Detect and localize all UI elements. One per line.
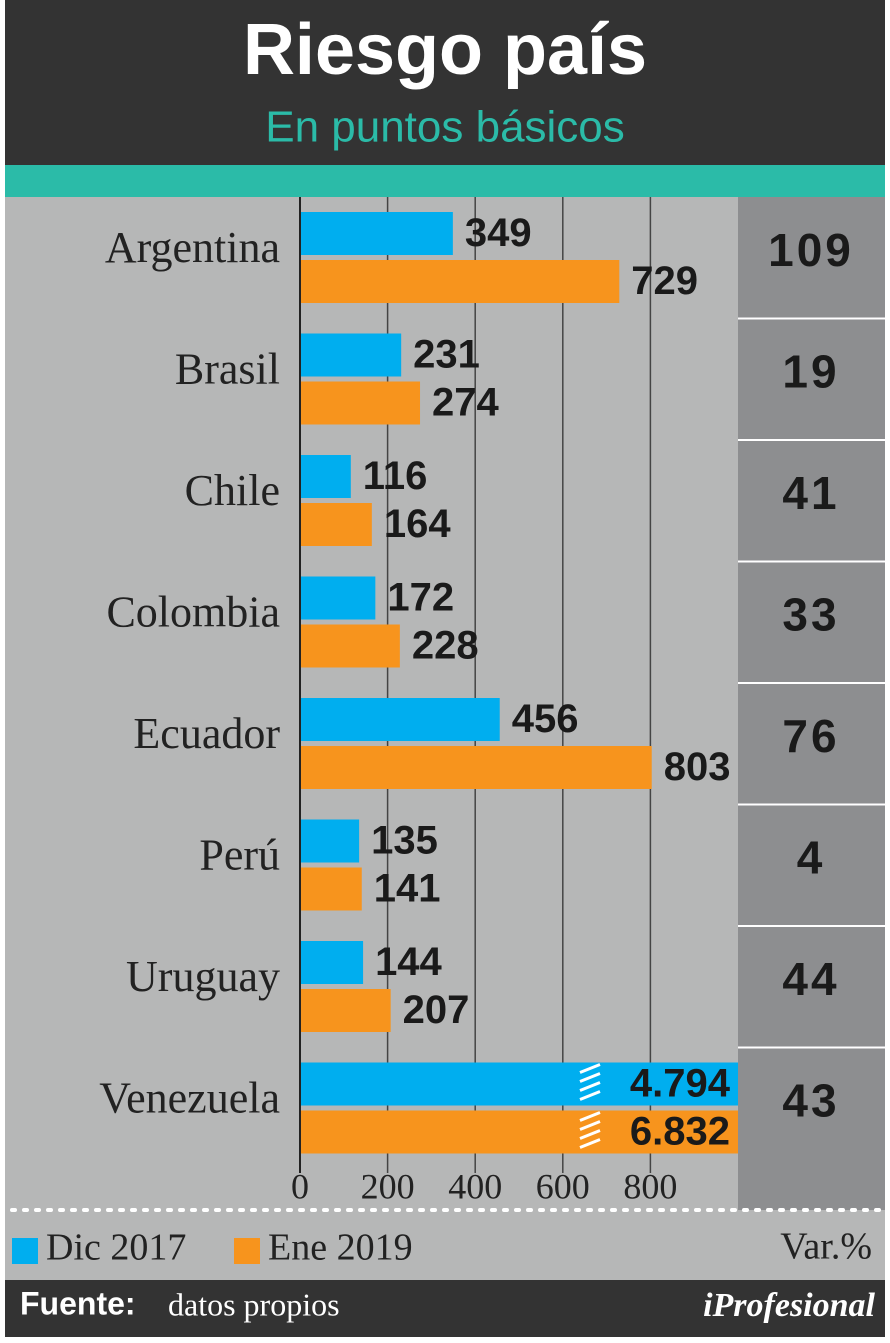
- source-label: Fuente:: [20, 1285, 136, 1321]
- category-label: Ecuador: [133, 709, 280, 758]
- value-label: 349: [465, 211, 532, 255]
- category-label: Venezuela: [99, 1074, 280, 1123]
- value-label: 207: [403, 988, 470, 1032]
- value-label: 144: [375, 940, 442, 984]
- value-label: 729: [631, 259, 698, 303]
- brand: iProfesional: [703, 1287, 875, 1324]
- var-value: 43: [782, 1075, 839, 1127]
- category-label: Perú: [199, 831, 280, 880]
- chart-title: Riesgo país: [243, 10, 647, 90]
- bar: [300, 455, 351, 498]
- chart-subtitle: En puntos básicos: [265, 103, 625, 152]
- x-tick-label: 200: [361, 1166, 415, 1206]
- value-label: 803: [664, 745, 731, 789]
- bar: [300, 1062, 738, 1106]
- value-label: 456: [512, 697, 579, 741]
- bar: [300, 1110, 738, 1154]
- var-value: 19: [782, 346, 839, 398]
- footer: [5, 1280, 885, 1337]
- value-label: 164: [384, 502, 451, 546]
- plot-area: [300, 212, 738, 1154]
- break-mark: [579, 1129, 601, 1140]
- category-label: Brasil: [175, 345, 280, 394]
- category-label: Uruguay: [126, 952, 280, 1001]
- var-value: 4: [797, 832, 826, 884]
- bar: [300, 333, 402, 377]
- value-label: 4.794: [630, 1062, 731, 1106]
- var-column: [738, 197, 885, 1210]
- value-label: 228: [412, 624, 479, 668]
- bar: [300, 698, 500, 741]
- break-mark: [579, 1090, 601, 1101]
- var-value: 33: [782, 589, 839, 641]
- bar: [300, 212, 453, 255]
- break-mark: [579, 1081, 601, 1092]
- var-value: 44: [782, 953, 839, 1005]
- break-mark: [579, 1111, 601, 1122]
- value-label: 6.832: [630, 1110, 730, 1154]
- x-tick-label: 800: [623, 1166, 677, 1206]
- value-label: 172: [387, 576, 454, 620]
- legend-swatch: [234, 1238, 260, 1264]
- value-label: 116: [363, 454, 428, 498]
- bar: [300, 989, 391, 1032]
- bar: [300, 381, 421, 425]
- x-tick-label: 400: [448, 1166, 502, 1206]
- category-label: Colombia: [106, 588, 280, 637]
- bar: [300, 624, 400, 668]
- header-strip: [5, 165, 885, 197]
- var-header: Var.%: [780, 1226, 872, 1268]
- category-label: Argentina: [105, 223, 280, 272]
- break-mark: [579, 1138, 601, 1149]
- legend-swatch: [12, 1238, 38, 1264]
- value-label: 141: [374, 867, 441, 911]
- legend-label: Ene 2019: [268, 1227, 413, 1269]
- var-value: 76: [782, 710, 839, 762]
- bar: [300, 576, 376, 620]
- break-mark: [579, 1063, 601, 1074]
- bar: [300, 819, 360, 863]
- break-mark: [579, 1120, 601, 1131]
- header: [5, 0, 885, 165]
- bar: [300, 867, 362, 911]
- bar: [300, 503, 372, 546]
- var-value: 109: [768, 224, 854, 276]
- var-value: 41: [782, 467, 839, 519]
- value-label: 274: [432, 381, 499, 425]
- category-label: Chile: [185, 466, 280, 515]
- x-tick-label: 600: [536, 1166, 590, 1206]
- break-mark: [579, 1072, 601, 1083]
- value-label: 231: [413, 333, 480, 377]
- source: datos propios: [168, 1286, 340, 1322]
- legend-label: Dic 2017: [46, 1227, 186, 1269]
- bar: [300, 260, 620, 303]
- bar: [300, 746, 652, 789]
- bar: [300, 941, 364, 984]
- x-tick-label: 0: [291, 1166, 309, 1206]
- value-label: 135: [371, 819, 438, 863]
